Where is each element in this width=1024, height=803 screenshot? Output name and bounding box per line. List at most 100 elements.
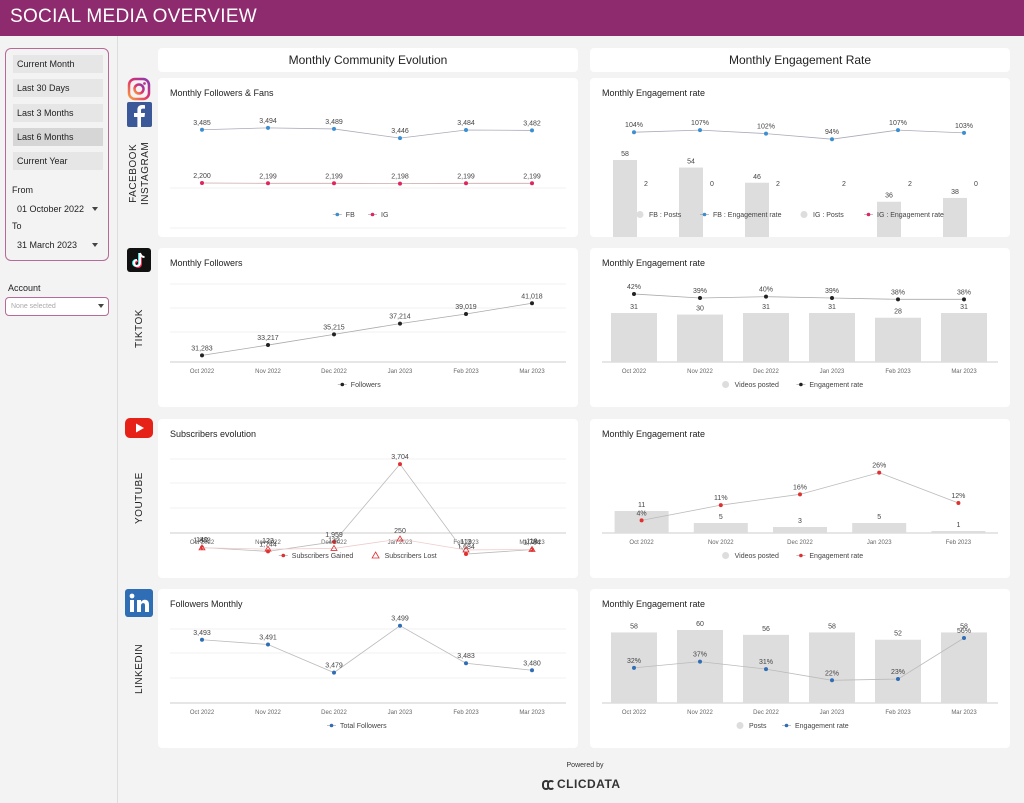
bar (773, 527, 827, 533)
x-tick-label: Dec 2022 (321, 710, 347, 716)
legend-swatch (636, 211, 644, 218)
data-label: 42% (627, 284, 641, 291)
series-line (201, 625, 533, 674)
data-label: 3,493 (193, 630, 211, 637)
from-date-select[interactable]: 01 October 2022 (12, 199, 102, 219)
data-point (632, 130, 636, 135)
data-label: 3,480 (523, 660, 541, 667)
card-title: Subscribers evolution (170, 429, 257, 439)
x-tick-label: Nov 2022 (255, 710, 281, 716)
data-point (266, 181, 270, 186)
legend-label: Engagement rate (809, 382, 863, 389)
legend-label: Subscribers Lost (385, 553, 437, 560)
data-label: 123 (262, 538, 274, 545)
bar (613, 160, 637, 237)
x-tick-label: Oct 2022 (622, 710, 647, 716)
bar-value-label: 52 (894, 631, 902, 638)
legend-label: IG : Posts (813, 212, 844, 219)
bar (677, 630, 723, 703)
data-point (462, 546, 470, 553)
period-current-year-button[interactable]: Current Year (13, 152, 103, 170)
period-last-3-months-button[interactable]: Last 3 Months (13, 104, 103, 122)
instagram-icon (127, 77, 151, 101)
account-select[interactable]: None selected (5, 297, 109, 316)
legend-swatch (371, 551, 380, 559)
chart-linkedin-followers: Oct 2022 Nov 2022 Dec 2022 Jan 2023 Feb 2023… (170, 616, 566, 730)
bar-value-label: 36 (885, 193, 893, 200)
x-tick-label: Nov 2022 (687, 710, 713, 716)
x-tick-label: Feb 2023 (453, 710, 479, 716)
data-point (398, 181, 402, 186)
legend-swatch (784, 723, 789, 728)
legend-swatch (799, 553, 803, 558)
data-label: 3,479 (325, 663, 343, 670)
card-title: Monthly Engagement rate (602, 599, 706, 609)
data-label: 3,499 (391, 616, 409, 623)
data-point (764, 131, 768, 136)
bar-value-label: 31 (630, 304, 638, 311)
data-point (398, 321, 402, 326)
data-point (330, 544, 338, 551)
data-label: 113 (460, 539, 471, 546)
bar-value-label: 38 (951, 189, 959, 196)
bar (931, 531, 986, 533)
data-point (698, 296, 702, 300)
data-label: 23% (891, 669, 905, 676)
data-point (266, 343, 270, 348)
bar-value-label: 54 (687, 159, 695, 166)
data-label: 1,744 (259, 541, 277, 548)
clicdata-mark-icon (542, 779, 556, 791)
powered-by-label: Powered by (566, 762, 604, 769)
x-tick-label: Feb 2023 (946, 540, 972, 546)
legend-label: Followers (351, 382, 381, 389)
x-tick-label: Feb 2023 (453, 540, 479, 546)
data-label: 37% (693, 652, 707, 659)
data-label: 31% (759, 659, 773, 666)
period-current-month-button[interactable]: Current Month (13, 55, 103, 73)
section-label-facebook-instagram: FACEBOOK INSTAGRAM (128, 142, 152, 205)
bar (875, 639, 921, 703)
legend-label: IG : Engagement rate (877, 212, 944, 219)
x-tick-label: Oct 2022 (190, 369, 215, 375)
data-label: 2,199 (457, 173, 475, 180)
bar (743, 313, 789, 362)
data-point (332, 539, 336, 544)
data-point (528, 545, 536, 552)
bar (943, 197, 967, 237)
data-label: 3,485 (193, 120, 211, 127)
legend-swatch (800, 211, 808, 218)
bar-value-label: 58 (621, 151, 629, 158)
bar-value-label: 31 (762, 304, 770, 311)
series-line (201, 538, 533, 551)
x-tick-label: Mar 2023 (951, 710, 977, 716)
data-label: 39,019 (455, 304, 477, 311)
bar-value-label: 3 (798, 518, 802, 525)
data-label: 40% (759, 287, 773, 294)
bar-value-label: 58 (630, 623, 638, 630)
series-line (633, 293, 964, 300)
bar-value-label: 56 (762, 626, 770, 633)
to-date-select[interactable]: 31 March 2023 (12, 235, 102, 255)
section-label-linkedin: LINKEDIN (134, 643, 145, 694)
series-line (633, 637, 965, 681)
data-label: 3,446 (391, 128, 409, 135)
legend-swatch (722, 552, 730, 559)
data-point (530, 128, 534, 133)
series-line (641, 472, 959, 521)
legend-label: FB : Engagement rate (713, 212, 782, 219)
data-point (698, 128, 702, 133)
data-point (764, 294, 768, 299)
data-label: 39% (693, 288, 707, 295)
x-tick-label: Nov 2022 (687, 369, 713, 375)
data-label: 32% (627, 658, 641, 665)
period-last-6-months-button[interactable]: Last 6 Months (13, 128, 103, 146)
legend-label: Videos posted (735, 382, 779, 389)
legend-swatch (722, 381, 730, 388)
data-point (200, 353, 204, 358)
period-last-30-days-button[interactable]: Last 30 Days (13, 79, 103, 97)
x-tick-label: Dec 2022 (753, 710, 779, 716)
card-title: Monthly Engagement rate (602, 258, 706, 268)
data-point (464, 552, 468, 557)
legend-label: Engagement rate (795, 723, 849, 730)
